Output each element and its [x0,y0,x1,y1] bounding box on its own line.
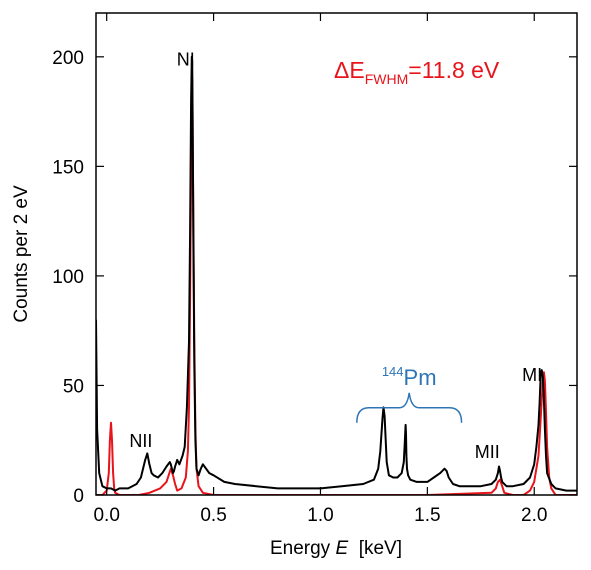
peak-annotations: NI NII MII MI [129,50,542,462]
y-tick-label: 150 [52,157,84,178]
peak-label: NI [177,50,195,70]
resolution-delta: ΔE [334,57,365,83]
fit-curve [96,77,577,495]
y-tick-label: 100 [52,267,84,288]
resolution-value: =11.8 eV [408,57,500,83]
x-axis-title-prefix: Energy [270,538,335,559]
pm-group: 144Pm [356,364,463,423]
ticks: 0.0 0.5 1.0 1.5 2.0 0 50 100 150 200 [52,13,577,526]
peak-label: MI [522,365,542,385]
y-axis-title: Counts per 2 eV [11,185,32,323]
pm-label-element: Pm [404,365,437,390]
x-axis-title-unit: [keV] [348,538,402,559]
peak-label: MII [475,442,500,462]
y-tick-label: 200 [52,48,84,69]
y-tick-label: 50 [63,376,84,397]
x-tick-label: 0.0 [93,505,119,526]
x-tick-label: 0.5 [200,505,226,526]
pm-label-superscript: 144 [382,364,404,379]
measured-spectrum [96,55,577,492]
resolution-subscript: FWHM [365,71,409,87]
x-axis-title-symbol: E [335,538,348,559]
pm-label: 144Pm [382,364,437,390]
x-axis-title: Energy E [keV] [270,538,402,559]
y-tick-label: 0 [73,486,84,507]
x-tick-label: 1.0 [307,505,333,526]
x-tick-label: 1.5 [414,505,440,526]
peak-label: NII [129,431,152,451]
x-tick-label: 2.0 [521,505,547,526]
pm-brace [356,392,463,423]
plot-frame [95,12,578,496]
resolution-label: ΔEFWHM=11.8 eV [334,57,500,87]
